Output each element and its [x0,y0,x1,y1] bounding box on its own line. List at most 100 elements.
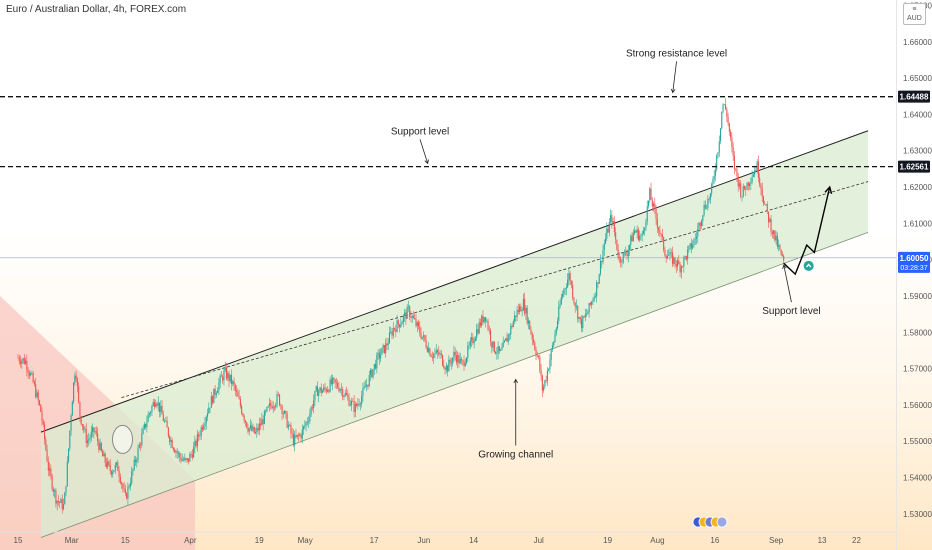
candle [645,218,647,232]
candle [688,245,690,253]
candle-body [761,188,763,197]
candle [358,398,360,408]
candle [265,409,267,416]
candle-body [19,361,22,364]
price-tick-label: 1.53000 [903,510,932,519]
candle [18,354,20,365]
candle [164,418,166,424]
candle-body [783,256,785,261]
candle [150,410,152,417]
candle-body [262,419,264,424]
candle-body [303,426,305,430]
candle [124,484,126,497]
candle-body [770,218,772,233]
candle [602,244,604,265]
candle-body [194,440,196,448]
channel-mid-line [121,181,869,399]
candle-body [621,262,623,263]
candle [495,350,497,355]
candle-body [354,403,356,412]
candle [732,142,734,161]
candle-body [299,434,301,436]
candle [669,247,671,261]
candle [278,393,281,407]
time-tick-label: Mar [65,536,79,545]
currency-unit-badge[interactable]: ≡ AUD [903,3,926,25]
candle-body [272,406,274,409]
candle-body [562,294,564,297]
candle-body [218,382,220,391]
candle-body [131,471,133,484]
candle [574,302,576,313]
candle-body [17,357,19,359]
candle-body [654,203,656,210]
candle [722,103,724,114]
candle-body [251,425,253,431]
candle-body [210,396,212,408]
candle [454,347,456,361]
candle-body [723,104,725,106]
candle-body [105,462,107,467]
candle [464,358,466,367]
candle [143,421,145,431]
candle-body [234,385,236,391]
candle [625,246,627,257]
candle [75,370,77,383]
candle-body [491,341,493,348]
candle [608,218,610,237]
candle-body [645,221,647,228]
candle [467,341,469,362]
candle [266,406,268,413]
candle-body [514,315,516,322]
candle [702,215,704,227]
candle-body [318,390,320,397]
candle [222,374,224,384]
candle-body [510,325,512,335]
candle-body [543,386,545,391]
candle-body [637,229,639,240]
candle [153,398,156,410]
candle [267,405,269,409]
candle [392,322,394,339]
candle-body [85,429,87,444]
candle-body [502,342,504,348]
candle [232,379,234,387]
candle-body [468,345,470,347]
candle-body [352,400,354,402]
candle [716,154,718,172]
candle-body [32,373,34,383]
candle [386,337,388,351]
candle-body [329,379,331,392]
candle [582,315,584,333]
candle-body [775,235,777,241]
candle-body [515,315,517,317]
candle [584,308,586,322]
candle [210,391,212,408]
candle-body [371,369,373,378]
candle [620,256,622,268]
candle-body [23,358,25,364]
candle [733,151,735,175]
candle [263,409,265,425]
candle-body [684,256,686,258]
candle-body [212,396,214,404]
candle-body [22,358,24,361]
candle-body [401,322,403,325]
candle [668,249,670,257]
candle-body [345,392,348,395]
candle [117,459,119,472]
candle [635,229,637,233]
candle-body [395,328,397,332]
candle [391,327,393,340]
candle [417,319,420,330]
candle-body [534,342,536,350]
candle [411,314,413,323]
candle [496,347,498,360]
candle-body [747,182,749,186]
candle-body [421,336,423,339]
candle [94,427,96,435]
candle-body [549,359,551,370]
candle [91,423,94,438]
